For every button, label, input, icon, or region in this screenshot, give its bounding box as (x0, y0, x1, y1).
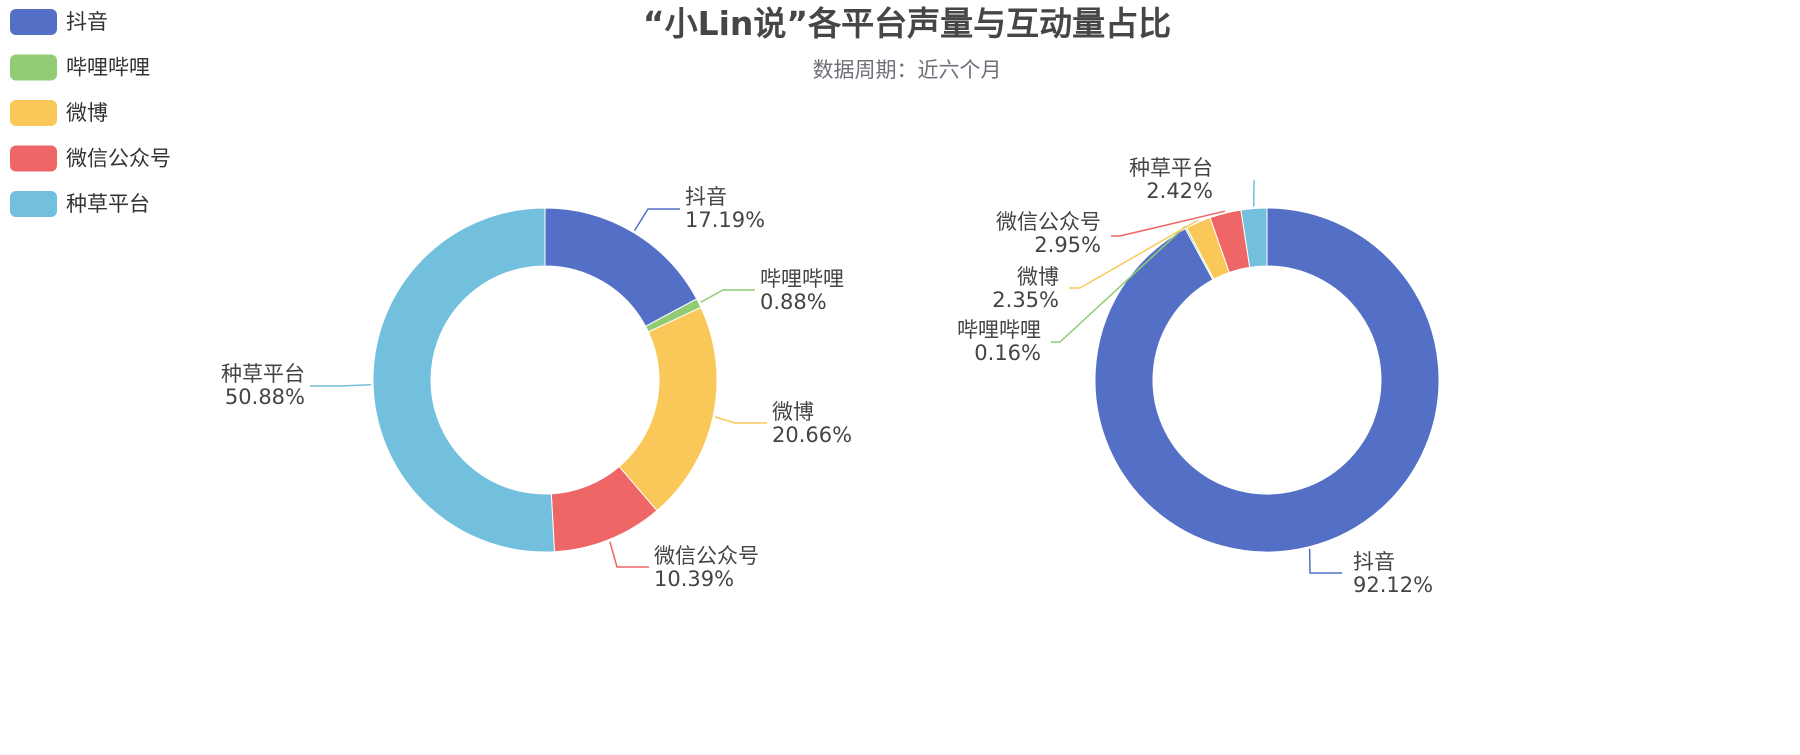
label-leader-line (609, 541, 649, 568)
label-leader-line (310, 384, 372, 387)
slice-label-percent: 0.88% (760, 290, 827, 314)
legend-swatch (10, 191, 57, 217)
legend-label: 微博 (66, 101, 108, 125)
legend-item-bilibili[interactable]: 哔哩哔哩 (10, 54, 150, 81)
chart-subtitle: 数据周期：近六个月 (813, 58, 1002, 82)
legend-swatch (10, 145, 57, 172)
slice-label-percent: 2.35% (992, 288, 1059, 312)
slice-label-percent: 50.88% (225, 385, 305, 409)
donut-slice-weibo[interactable] (618, 306, 718, 512)
slice-label-name: 种草平台 (1129, 156, 1213, 180)
slice-label-percent: 17.19% (685, 208, 765, 232)
legend-label: 种草平台 (66, 192, 150, 216)
label-leader-line (1308, 548, 1342, 574)
legend-item-seeding-platform[interactable]: 种草平台 (10, 191, 150, 217)
slice-label-percent: 10.39% (654, 567, 734, 591)
slice-label-name: 抖音 (685, 185, 727, 209)
label-leader-line (1051, 225, 1186, 343)
slice-label-percent: 2.42% (1146, 179, 1213, 203)
chart-title: “小Lin说”各平台声量与互动量占比 (643, 4, 1171, 43)
legend-swatch (10, 54, 57, 81)
slice-label-percent: 2.95% (1034, 233, 1101, 257)
legend-label: 微信公众号 (66, 147, 171, 171)
slice-label-name: 微博 (772, 400, 814, 424)
legend-item-douyin[interactable]: 抖音 (10, 9, 108, 35)
donut-slice-douyin[interactable] (544, 207, 698, 327)
label-leader-line (1069, 219, 1198, 289)
slice-label-name: 微博 (1017, 265, 1059, 289)
slice-label-name: 哔哩哔哩 (957, 318, 1041, 342)
slice-label-percent: 20.66% (772, 423, 852, 447)
slice-label-name: 抖音 (1353, 550, 1395, 574)
donut-slice-douyin[interactable] (1094, 207, 1440, 553)
donut-slice-seeding-platform[interactable] (372, 207, 556, 553)
label-leader-line (1111, 210, 1226, 237)
legend-label: 哔哩哔哩 (66, 56, 150, 80)
legend-label: 抖音 (66, 10, 108, 34)
slice-label-name: 种草平台 (221, 362, 305, 386)
slice-label-name: 微信公众号 (996, 210, 1101, 234)
label-leader-line (714, 416, 767, 424)
label-leader-line (700, 289, 755, 303)
legend-swatch (10, 9, 57, 35)
label-leader-line (1253, 180, 1255, 207)
slice-label-percent: 92.12% (1353, 573, 1433, 597)
legend-item-wechat-official[interactable]: 微信公众号 (10, 145, 171, 172)
legend-item-weibo[interactable]: 微博 (10, 100, 108, 126)
legend-swatch (10, 100, 57, 126)
slice-label-percent: 0.16% (974, 341, 1041, 365)
slice-label-name: 微信公众号 (654, 544, 759, 568)
donut-slice-seeding-platform[interactable] (1240, 207, 1268, 268)
label-leader-line (633, 208, 680, 232)
slice-label-name: 哔哩哔哩 (760, 267, 844, 291)
